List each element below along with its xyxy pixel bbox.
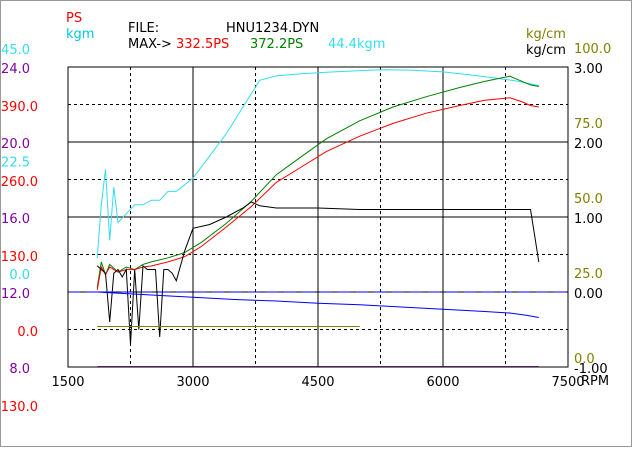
file-label: FILE: (128, 21, 159, 36)
max-kgm-value: 44.4kgm (328, 37, 385, 52)
left-tick-label-cyan: 22.5 (1, 156, 30, 171)
kgcm-axis-title-black: kg/cm (526, 43, 566, 58)
right-tick-label-black: 3.00 (574, 62, 603, 77)
left-tick-label-purple: 8.0 (9, 362, 30, 377)
tick-labels: 1500 3000 4500 6000 7500 24.0 20.0 16.0 12.0 8.0 3… (0, 42, 611, 415)
ps-axis-title: PS (66, 11, 82, 26)
left-tick-label-red: 260.0 (1, 175, 38, 190)
left-tick-label-red: 130.0 (1, 250, 38, 265)
left-tick-label-red: -130.0 (0, 400, 38, 415)
series-line-blue (97, 291, 539, 318)
kgm-axis-title: kgm (66, 27, 94, 42)
left-tick-label-cyan: 0.0 (9, 268, 30, 283)
left-tick-label-purple: 12.0 (1, 287, 30, 302)
max-ps-value: 332.5PS (176, 37, 229, 52)
max-label: MAX-> (128, 37, 172, 52)
plot-border (67, 66, 569, 368)
x-tick-label: 1500 (51, 375, 84, 390)
left-tick-label-purple: 20.0 (1, 137, 30, 152)
x-tick-label: 7500 (551, 375, 584, 390)
rpm-axis-title: RPM (581, 374, 609, 389)
left-tick-label-red: 0.0 (17, 325, 38, 340)
x-tick-label: 4500 (301, 375, 334, 390)
right-tick-label-olive: 100.0 (574, 42, 611, 57)
series-layer (68, 69, 568, 368)
right-tick-label-olive: 25.0 (574, 267, 603, 282)
right-tick-label-olive: 50.0 (574, 192, 603, 207)
series-line-cyan (96, 69, 539, 259)
right-tick-label-black: 0.00 (574, 287, 603, 302)
right-tick-label-olive: 75.0 (574, 117, 603, 132)
kgcm-axis-title-olive: kg/cm (526, 27, 566, 42)
left-tick-label-cyan: 45.0 (1, 43, 30, 58)
left-tick-label-red: 390.0 (1, 100, 38, 115)
x-tick-label: 3000 (176, 375, 209, 390)
file-name: HNU1234.DYN (226, 21, 319, 36)
right-tick-label-black: 1.00 (574, 212, 603, 227)
right-tick-label-olive: 0.0 (574, 352, 595, 367)
left-tick-label-purple: 16.0 (1, 212, 30, 227)
right-tick-label-black: -1.00 (574, 362, 608, 377)
right-tick-label-black: 2.00 (574, 137, 603, 152)
max-ps2-value: 372.2PS (250, 37, 303, 52)
x-tick-label: 6000 (426, 375, 459, 390)
series-line-black (96, 201, 540, 345)
left-tick-label-purple: 24.0 (1, 62, 30, 77)
